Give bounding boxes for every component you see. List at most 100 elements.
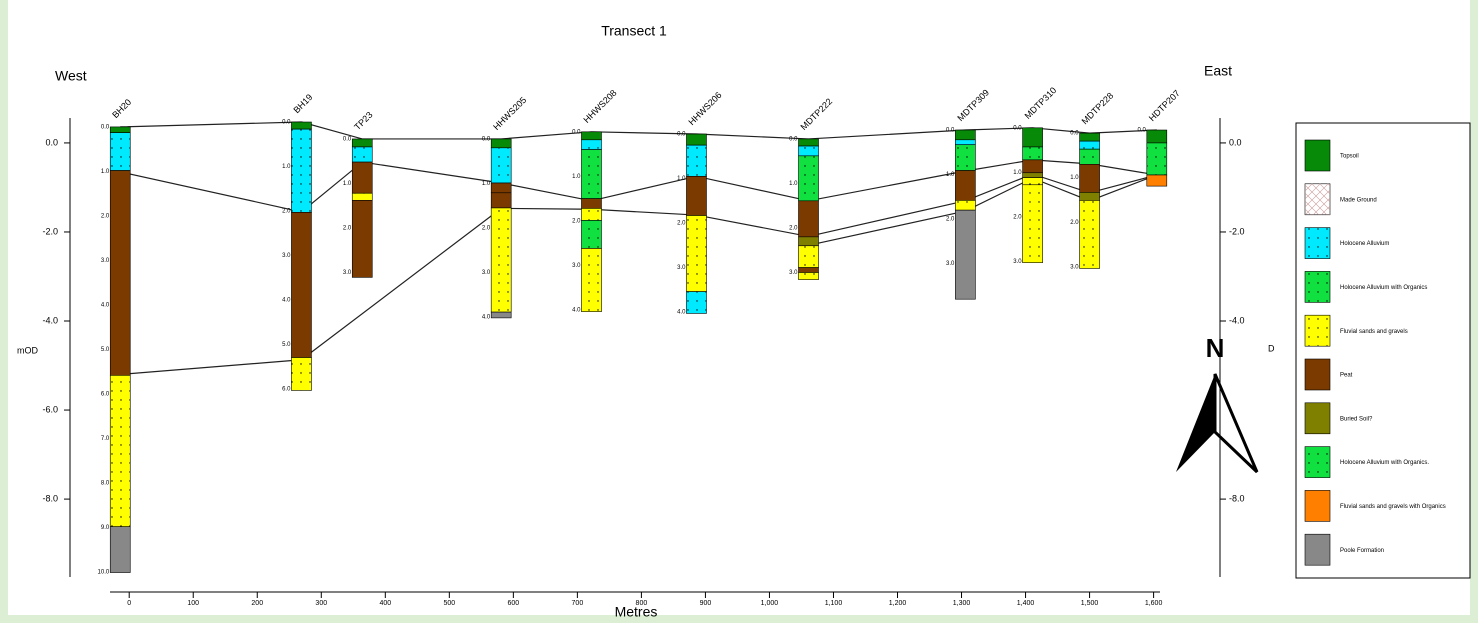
legend-pattern xyxy=(1305,227,1330,259)
depth-label: 4.0 xyxy=(677,310,686,316)
layer xyxy=(490,192,512,209)
legend-swatch xyxy=(1304,533,1331,566)
layer xyxy=(490,311,512,319)
depth-label: 0.0 xyxy=(282,120,291,126)
right-note: D xyxy=(1268,343,1275,353)
layer-pattern xyxy=(110,132,131,171)
depth-label: 3.0 xyxy=(282,253,291,259)
depth-label: 4.0 xyxy=(572,307,581,313)
depth-label: 0.0 xyxy=(101,124,110,130)
layer-pattern xyxy=(798,155,819,201)
depth-label: 3.0 xyxy=(572,263,581,269)
layer-pattern xyxy=(491,147,512,183)
layer xyxy=(351,161,373,194)
layer-pattern xyxy=(291,129,312,213)
layer-pattern xyxy=(798,245,819,268)
depth-label: 3.0 xyxy=(343,270,352,276)
layer xyxy=(955,170,976,201)
depth-label: 3.0 xyxy=(677,265,686,271)
depth-label: 3.0 xyxy=(946,261,955,267)
layer xyxy=(109,170,131,376)
depth-label: 0.0 xyxy=(343,137,352,143)
legend-label: Holocene Alluvium xyxy=(1340,241,1389,247)
depth-label: 0.0 xyxy=(1137,128,1146,134)
depth-label: 4.0 xyxy=(101,303,110,309)
depth-label: 2.0 xyxy=(572,218,581,224)
y-tick-label: -6.0 xyxy=(42,404,58,414)
legend-label: Holocene Alluvium with Organics. xyxy=(1340,460,1429,466)
north-arrow xyxy=(1176,373,1259,474)
layer-pattern xyxy=(581,149,602,199)
depth-label: 1.0 xyxy=(1070,175,1079,181)
x-tick-label: 0 xyxy=(127,600,131,607)
layer-pattern xyxy=(352,193,373,201)
y-axis-label: mOD xyxy=(17,345,38,355)
layer-pattern xyxy=(1146,142,1167,175)
layer xyxy=(798,138,819,147)
depth-label: 0.0 xyxy=(946,128,955,134)
depth-label: 6.0 xyxy=(282,387,291,393)
layer-pattern xyxy=(1079,141,1100,150)
x-tick-label: 1,300 xyxy=(953,600,971,607)
legend-swatch xyxy=(1304,358,1331,391)
panel xyxy=(8,0,1470,615)
depth-label: 1.0 xyxy=(677,176,686,182)
y2-tick-label: 0.0 xyxy=(1229,137,1242,147)
x-tick-label: 600 xyxy=(508,600,520,607)
depth-label: 2.0 xyxy=(1013,214,1022,220)
depth-label: 0.0 xyxy=(1013,125,1022,131)
depth-label: 2.0 xyxy=(677,221,686,227)
layer xyxy=(490,182,512,194)
layer xyxy=(1022,172,1043,178)
layer xyxy=(490,138,512,149)
layer xyxy=(1079,132,1100,142)
x-tick-label: 300 xyxy=(315,600,327,607)
x-tick-label: 700 xyxy=(572,600,584,607)
legend-label: Fluvial sands and gravels with Organics xyxy=(1340,504,1446,510)
y-tick-label: -2.0 xyxy=(42,226,58,236)
layer-pattern xyxy=(1022,177,1043,185)
x-tick-label: 900 xyxy=(700,600,712,607)
layer xyxy=(109,526,131,573)
x-tick-label: 1,100 xyxy=(825,600,843,607)
layer-pattern xyxy=(1022,184,1043,263)
depth-label: 2.0 xyxy=(101,214,110,220)
x-tick-label: 200 xyxy=(251,600,263,607)
layer xyxy=(955,209,976,300)
depth-label: 0.0 xyxy=(572,129,581,135)
legend-pattern xyxy=(1305,271,1330,303)
layer xyxy=(1079,164,1100,193)
legend-pattern xyxy=(1305,446,1330,478)
depth-label: 2.0 xyxy=(343,226,352,232)
depth-label: 2.0 xyxy=(482,226,491,232)
legend-pattern xyxy=(1305,315,1330,347)
depth-label: 2.0 xyxy=(1070,220,1079,226)
layer xyxy=(798,200,819,238)
layer-pattern xyxy=(1022,146,1043,160)
y-tick-label: -8.0 xyxy=(42,493,58,503)
layer xyxy=(955,129,976,141)
layer-pattern xyxy=(686,215,707,292)
x-tick-label: 500 xyxy=(443,600,455,607)
depth-label: 8.0 xyxy=(101,481,110,487)
layer-pattern xyxy=(581,208,602,221)
y-tick-label: -4.0 xyxy=(42,315,58,325)
x-tick-label: 400 xyxy=(379,600,391,607)
layer-pattern xyxy=(686,145,707,177)
depth-label: 0.0 xyxy=(1070,131,1079,137)
layer-pattern xyxy=(798,146,819,156)
legend-label: Poole Formation xyxy=(1340,548,1384,554)
layer xyxy=(581,131,602,141)
west-label: West xyxy=(55,68,87,84)
layer-pattern xyxy=(291,357,312,391)
layer xyxy=(351,200,373,278)
depth-label: 4.0 xyxy=(282,298,291,304)
depth-label: 5.0 xyxy=(282,342,291,348)
layer xyxy=(686,176,707,216)
depth-label: 3.0 xyxy=(1070,264,1079,270)
depth-label: 1.0 xyxy=(101,169,110,175)
depth-label: 1.0 xyxy=(572,174,581,180)
layer-pattern xyxy=(686,291,707,314)
depth-label: 2.0 xyxy=(946,217,955,223)
